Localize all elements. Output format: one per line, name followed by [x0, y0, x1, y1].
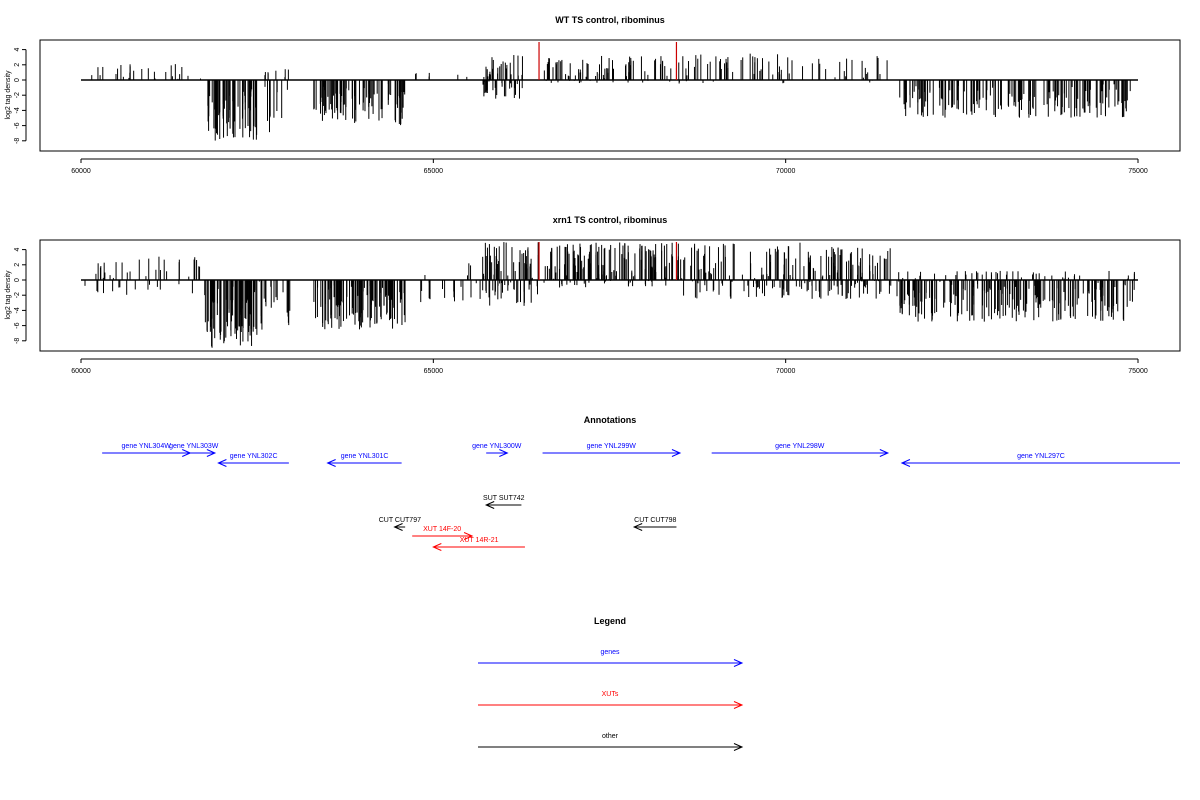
wt-plot-frame [39, 39, 1181, 152]
annotation-feature: SUT SUT742 [483, 495, 525, 509]
xrn1-plot-frame [39, 239, 1181, 352]
wt-density-bars [91, 53, 1131, 141]
y-tick-label: -2 [14, 292, 21, 298]
annotation-label: XUT 14R-21 [460, 537, 499, 544]
x-tick-label: 75000 [1128, 168, 1148, 175]
annotation-label: gene YNL303W [169, 443, 219, 450]
annotation-label: gene YNL304W [122, 443, 172, 450]
legend-item-label: XUTs [602, 691, 619, 698]
x-tick-label: 65000 [424, 368, 444, 375]
annotation-label: CUT CUT798 [634, 517, 676, 524]
wt-track-title: WT TS control, ribominus [555, 15, 665, 25]
y-tick-label: -8 [14, 338, 21, 344]
wt-y-axis-label: log2 tag density [5, 70, 12, 120]
x-tick-label: 60000 [71, 368, 91, 375]
y-tick-label: 2 [14, 263, 21, 267]
x-tick-label: 75000 [1128, 368, 1148, 375]
xrn1-y-axis: 4 2 0 -2 -4 -6 -8 [14, 248, 27, 344]
x-tick-label: 65000 [424, 168, 444, 175]
annotation-feature: XUT 14F-20 [412, 526, 474, 540]
legend-item: genes [478, 649, 744, 667]
wt-track-panel: WT TS control, ribominus log2 tag densit… [5, 15, 1181, 175]
legend-item: other [478, 733, 744, 751]
y-tick-label: -4 [14, 107, 21, 113]
legend-item-label: genes [600, 649, 620, 656]
annotation-feature: gene YNL298W [711, 443, 890, 457]
annotation-feature: CUT CUT797 [379, 517, 421, 531]
y-tick-label: 4 [14, 48, 21, 52]
annotation-label: gene YNL302C [230, 453, 278, 460]
xrn1-x-axis: 60000 65000 70000 75000 [71, 358, 1148, 375]
xrn1-track-title: xrn1 TS control, ribominus [553, 215, 668, 225]
y-tick-label: -6 [14, 322, 21, 328]
x-tick-label: 60000 [71, 168, 91, 175]
legend-item-label: other [602, 733, 619, 740]
y-tick-label: 0 [14, 278, 21, 282]
x-tick-label: 70000 [776, 168, 796, 175]
xrn1-y-axis-label: log2 tag density [5, 270, 12, 320]
legend-items: genes XUTs other [478, 649, 744, 751]
y-tick-label: -8 [14, 138, 21, 144]
annotation-label: gene YNL297C [1017, 453, 1065, 460]
y-tick-label: -4 [14, 307, 21, 313]
annotation-feature: gene YNL302C [217, 453, 289, 467]
annotation-feature: gene YNL297C [900, 453, 1180, 467]
xrn1-track-panel: xrn1 TS control, ribominus log2 tag dens… [5, 215, 1181, 375]
wt-x-axis: 60000 65000 70000 75000 [71, 158, 1148, 175]
legend-item: XUTs [478, 691, 744, 709]
annotation-feature: gene YNL301C [326, 453, 402, 467]
legend-title: Legend [594, 616, 626, 626]
y-tick-label: 0 [14, 78, 21, 82]
annotation-feature: XUT 14R-21 [432, 537, 525, 551]
y-tick-label: 2 [14, 63, 21, 67]
y-tick-label: -6 [14, 122, 21, 128]
wt-red-markers [538, 42, 678, 80]
annotation-feature: gene YNL300W [472, 443, 522, 457]
annotation-label: XUT 14F-20 [423, 526, 461, 533]
annotation-label: gene YNL298W [775, 443, 825, 450]
annotation-label: gene YNL301C [341, 453, 389, 460]
annotations-title: Annotations [584, 415, 637, 425]
xrn1-red-markers [538, 242, 678, 280]
annotation-label: gene YNL299W [587, 443, 637, 450]
xrn1-density-bars [84, 242, 1135, 348]
annotation-label: SUT SUT742 [483, 495, 525, 502]
annotation-label: gene YNL300W [472, 443, 522, 450]
annotation-label: CUT CUT797 [379, 517, 421, 524]
wt-y-axis: 4 2 0 -2 -4 -6 -8 [14, 48, 27, 144]
annotation-feature: CUT CUT798 [632, 517, 677, 531]
annotation-feature: gene YNL299W [542, 443, 682, 457]
y-tick-label: -2 [14, 92, 21, 98]
legend-panel: Legend genes XUTs other [478, 616, 744, 751]
annotation-feature: gene YNL303W [169, 443, 219, 457]
y-tick-label: 4 [14, 248, 21, 252]
x-tick-label: 70000 [776, 368, 796, 375]
